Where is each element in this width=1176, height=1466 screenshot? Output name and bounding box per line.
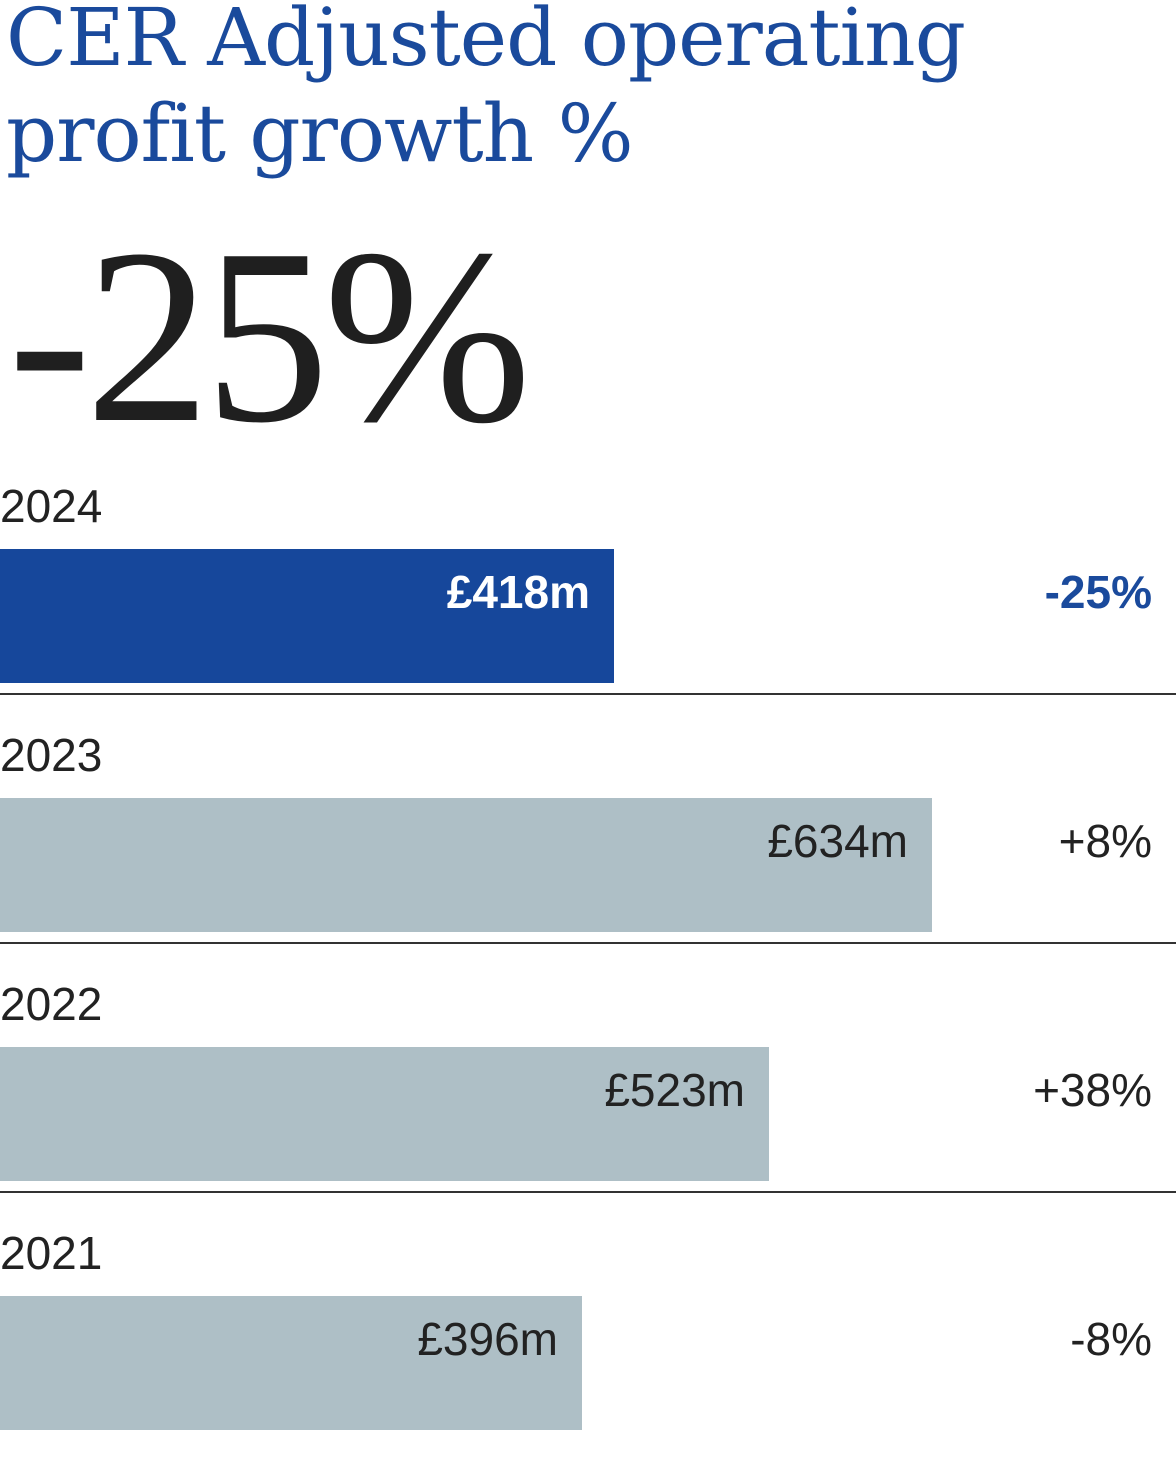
bar-track: £396m: [0, 1296, 1176, 1430]
growth-label: +8%: [1058, 815, 1152, 867]
year-label: 2023: [0, 729, 103, 781]
chart-title: CER Adjusted operating profit growth %: [6, 0, 966, 180]
bar: £523m: [0, 1047, 769, 1181]
bar-row: 2022 £523m +38%: [0, 968, 1176, 1217]
bar-value-label: £396m: [417, 1313, 558, 1365]
row-divider: [0, 942, 1176, 944]
year-label: 2021: [0, 1227, 103, 1279]
row-divider: [0, 1191, 1176, 1193]
bar: £634m: [0, 798, 932, 932]
bar-value-label: £634m: [767, 815, 908, 867]
growth-label: -8%: [1070, 1313, 1152, 1365]
bar: £396m: [0, 1296, 582, 1430]
bar-rows: 2024 £418m -25% 2023 £634m +8% 2022 £523m +38% 20…: [0, 470, 1176, 1466]
bar-track: £634m: [0, 798, 1176, 932]
growth-label: +38%: [1033, 1064, 1152, 1116]
bar: £418m: [0, 549, 614, 683]
bar-row: 2023 £634m +8%: [0, 719, 1176, 968]
growth-label: -25%: [1044, 566, 1152, 618]
year-label: 2024: [0, 480, 103, 532]
headline-value: -25%: [8, 198, 532, 475]
bar-track: £418m: [0, 549, 1176, 683]
bar-track: £523m: [0, 1047, 1176, 1181]
bar-value-label: £418m: [446, 566, 590, 618]
row-divider: [0, 693, 1176, 695]
bar-value-label: £523m: [604, 1064, 745, 1116]
bar-row: 2021 £396m -8%: [0, 1217, 1176, 1466]
year-label: 2022: [0, 978, 103, 1030]
bar-row: 2024 £418m -25%: [0, 470, 1176, 719]
